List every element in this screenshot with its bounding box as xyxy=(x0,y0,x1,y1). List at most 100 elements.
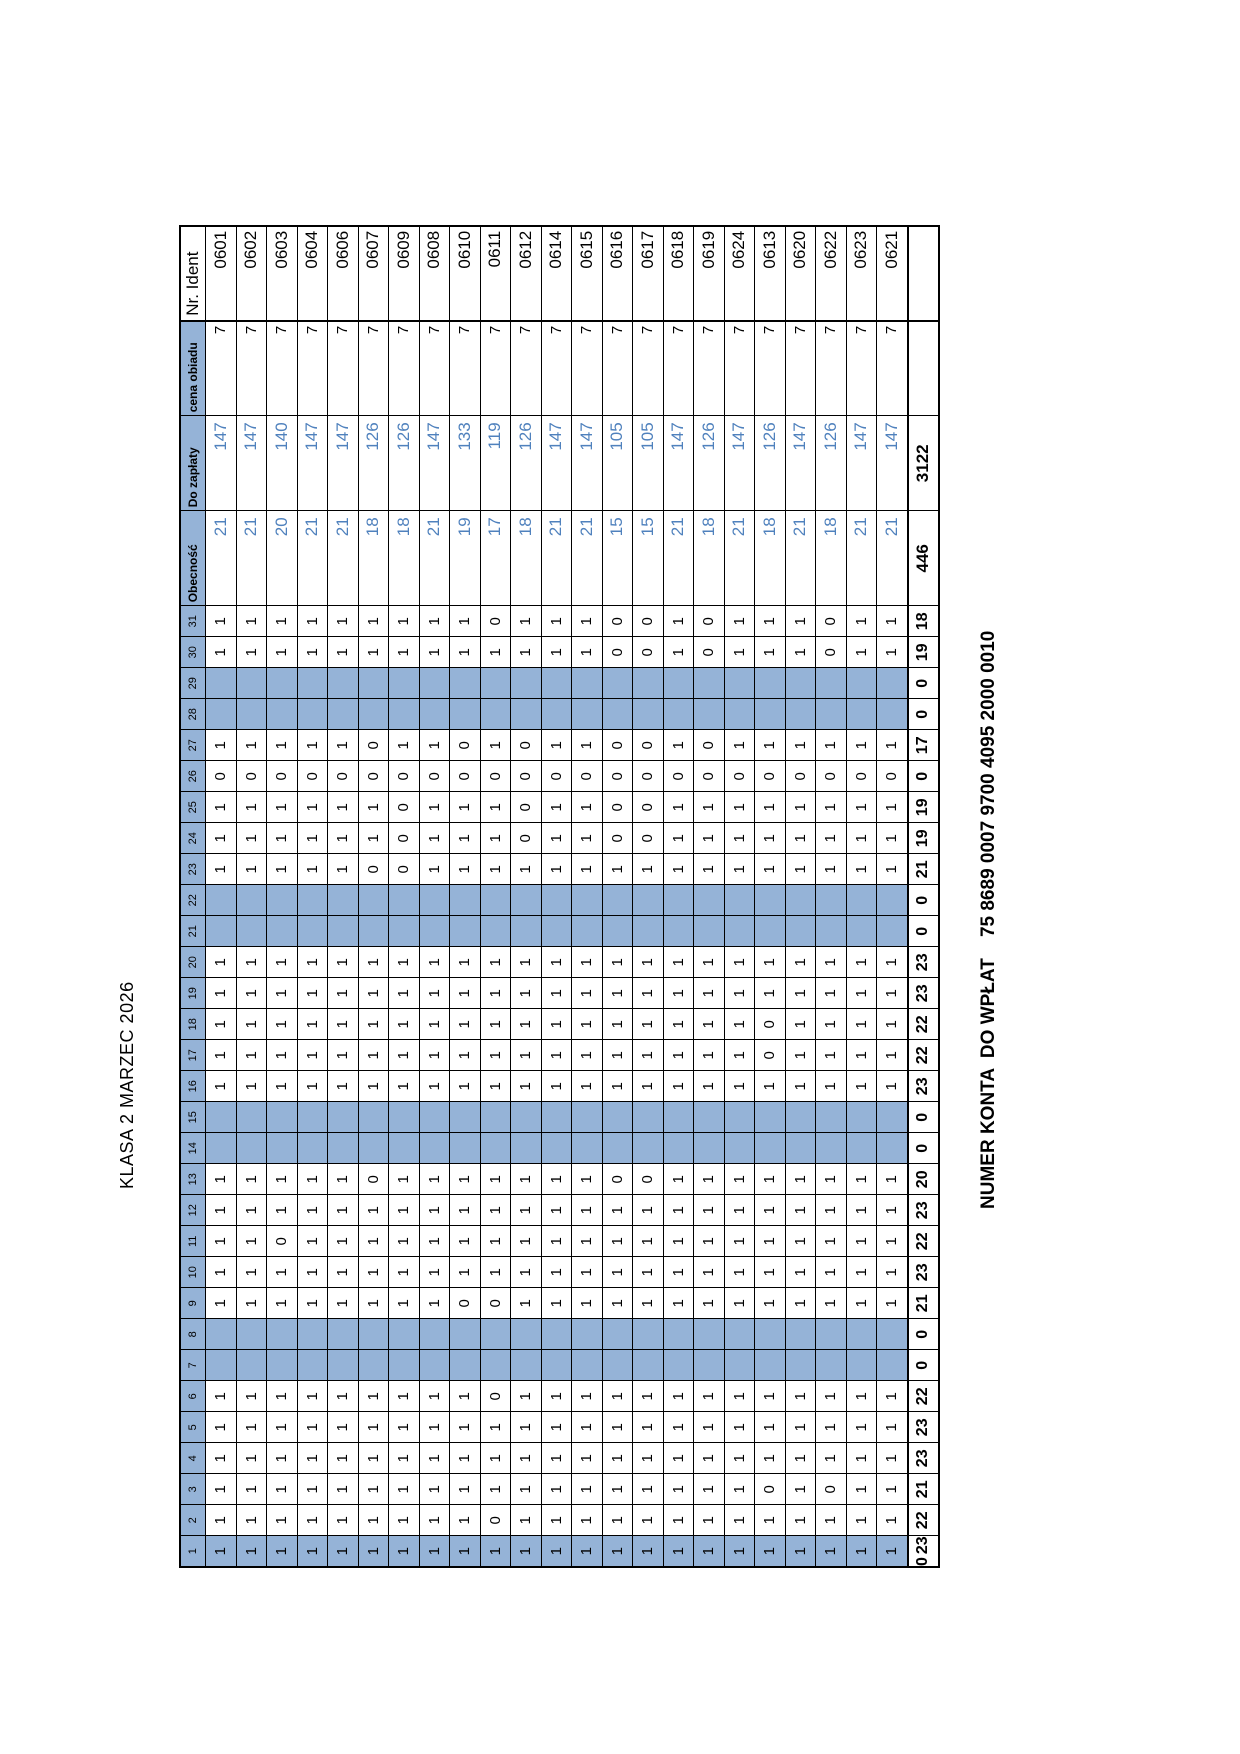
day-cell xyxy=(724,1101,755,1133)
day-cell xyxy=(663,884,694,916)
day-cell xyxy=(419,1349,450,1381)
day-cell xyxy=(327,1318,358,1350)
day-cell: 1 xyxy=(785,1163,816,1195)
header-cena-obiadu: cena obiadu xyxy=(180,320,206,416)
day-cell: 1 xyxy=(846,791,877,823)
day-cell: 1 xyxy=(205,1039,236,1071)
nr-ident-cell: 0607 xyxy=(358,225,389,321)
day-cell: 0 xyxy=(449,729,480,761)
day-cell: 1 xyxy=(632,1504,663,1536)
day-cell: 1 xyxy=(663,1442,694,1474)
day-cell: 1 xyxy=(876,1163,908,1195)
nr-ident-cell: 0618 xyxy=(663,225,694,321)
day-cell: 1 xyxy=(419,1442,450,1474)
day-cell: 1 xyxy=(449,1008,480,1040)
day-cell: 1 xyxy=(541,1411,572,1443)
day-cell: 1 xyxy=(754,1504,785,1536)
day-cell: 1 xyxy=(785,791,816,823)
day-cell xyxy=(449,1101,480,1133)
total-day-cell: 22 xyxy=(907,1008,939,1040)
day-cell: 1 xyxy=(663,636,694,668)
day-cell: 0 xyxy=(388,822,419,854)
header-day-15: 15 xyxy=(180,1101,206,1133)
day-cell xyxy=(358,1101,389,1133)
day-cell: 1 xyxy=(693,1070,724,1102)
day-cell: 1 xyxy=(449,1442,480,1474)
day-cell xyxy=(571,698,602,730)
day-cell xyxy=(449,884,480,916)
day-cell: 1 xyxy=(724,853,755,885)
day-cell xyxy=(602,884,633,916)
day-cell xyxy=(571,1132,602,1164)
day-cell xyxy=(632,698,663,730)
day-cell: 0 xyxy=(266,760,297,792)
day-cell xyxy=(358,667,389,699)
day-cell xyxy=(297,915,328,947)
day-cell xyxy=(510,884,541,916)
day-cell: 1 xyxy=(480,1225,511,1257)
cena-obiadu-cell: 7 xyxy=(815,320,846,416)
day-cell: 1 xyxy=(510,1287,541,1319)
day-cell: 0 xyxy=(266,1225,297,1257)
day-cell xyxy=(632,1349,663,1381)
attendance-table: 1 2 3 4 5 6 7 8 9 10 11 12 13 14 15 16 17 18 19 20 21 22 23 24 2… xyxy=(179,224,940,1568)
obecnosc-cell: 18 xyxy=(358,510,389,606)
do-zaplaty-cell: 126 xyxy=(388,415,419,511)
day-cell: 1 xyxy=(632,1008,663,1040)
day-cell: 1 xyxy=(388,605,419,637)
day-cell xyxy=(297,1101,328,1133)
day-cell: 1 xyxy=(632,1411,663,1443)
day-cell xyxy=(297,1349,328,1381)
cena-obiadu-cell: 7 xyxy=(205,320,236,416)
day-cell xyxy=(236,1132,267,1164)
day-cell: 1 xyxy=(510,605,541,637)
table-row: 1 1 1 1 1 1 1 1 1 1 0 1 1 1 1 1 1 0 0 0 0 0 0 15 105 7 0617 xyxy=(632,225,663,1567)
day-cell: 0 xyxy=(388,853,419,885)
day-cell: 1 xyxy=(571,1225,602,1257)
do-zaplaty-cell: 147 xyxy=(663,415,694,511)
day-cell: 1 xyxy=(358,1039,389,1071)
header-day-13: 13 xyxy=(180,1163,206,1195)
day-cell: 1 xyxy=(388,1039,419,1071)
day-cell xyxy=(663,1101,694,1133)
cena-obiadu-cell: 7 xyxy=(602,320,633,416)
header-day-2: 2 xyxy=(180,1504,206,1536)
day-cell xyxy=(327,698,358,730)
day-cell: 1 xyxy=(449,1380,480,1412)
day-cell: 1 xyxy=(693,1287,724,1319)
day-cell: 1 xyxy=(571,822,602,854)
cena-obiadu-cell: 7 xyxy=(297,320,328,416)
total-day-cell: 0 xyxy=(907,884,939,916)
day-cell: 0 xyxy=(236,760,267,792)
day-cell xyxy=(449,1132,480,1164)
day-cell xyxy=(663,698,694,730)
day-cell xyxy=(602,1318,633,1350)
obecnosc-cell: 21 xyxy=(876,510,908,606)
day-cell xyxy=(815,667,846,699)
total-cena-empty xyxy=(907,320,939,416)
day-cell: 1 xyxy=(815,822,846,854)
day-cell xyxy=(327,1101,358,1133)
day-cell xyxy=(663,915,694,947)
day-cell: 1 xyxy=(663,1225,694,1257)
day-cell xyxy=(388,915,419,947)
day-cell: 1 xyxy=(602,946,633,978)
cena-obiadu-cell: 7 xyxy=(663,320,694,416)
day-cell: 0 xyxy=(632,636,663,668)
day-cell: 1 xyxy=(419,1039,450,1071)
day-cell xyxy=(388,1318,419,1350)
day-cell: 1 xyxy=(327,605,358,637)
day-cell xyxy=(266,1349,297,1381)
day-cell xyxy=(449,915,480,947)
day-cell xyxy=(876,1318,908,1350)
day-cell: 1 xyxy=(754,1287,785,1319)
day-cell: 1 xyxy=(388,1287,419,1319)
day-cell: 1 xyxy=(388,1225,419,1257)
day-cell xyxy=(205,1101,236,1133)
cena-obiadu-cell: 7 xyxy=(480,320,511,416)
day-cell xyxy=(785,1349,816,1381)
day-cell: 1 xyxy=(327,1008,358,1040)
day-cell: 1 xyxy=(266,822,297,854)
day-cell: 1 xyxy=(327,946,358,978)
nr-ident-cell: 0609 xyxy=(388,225,419,321)
